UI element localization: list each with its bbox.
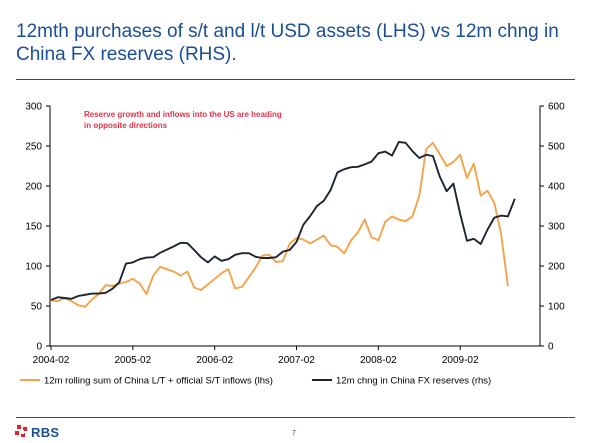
page-title: 12mth purchases of s/t and l/t USD asset… [16,21,559,65]
legend-label-fx-reserves: 12m chng in China FX reserves (rhs) [336,376,491,387]
y-right-tick-label: 600 [548,102,565,113]
series-line-inflows [50,141,509,308]
chart-axes: 0 50 100 150 200 250 300 0 100 200 300 400 500 600 200… [25,102,565,367]
page-number: 7 [292,430,296,437]
chart-series [50,141,516,308]
x-tick-label: 2005-02 [114,355,151,366]
y-right-tick-label: 500 [548,142,565,153]
y-left-tick-label: 50 [31,302,43,313]
y-left-tick-label: 150 [25,222,42,233]
annotation-line: Reserve growth and inflows into the US a… [84,110,282,119]
x-tick-label: 2004-02 [33,355,70,366]
x-tick-label: 2006-02 [196,355,233,366]
rbs-daisy-icon [15,425,27,437]
annotation-line: in opposite directions [84,121,168,130]
series-line-fx-reserves [50,141,516,301]
x-tick-label: 2008-02 [360,355,397,366]
y-left-tick-label: 300 [25,102,42,113]
brand-name: RBS [31,424,60,440]
y-left-tick-label: 0 [36,342,42,353]
y-left-tick-label: 250 [25,142,42,153]
y-right-tick-label: 300 [548,222,565,233]
x-tick-label: 2007-02 [278,355,315,366]
line-chart: 0 50 100 150 200 250 300 0 100 200 300 400 500 600 200… [20,102,565,387]
y-right-tick-label: 100 [548,302,565,313]
y-left-tick-label: 100 [25,262,42,273]
footer-divider [16,417,575,418]
x-tick-label: 2009-02 [442,355,479,366]
chart-legend: 12m rolling sum of China L/T + official … [20,376,491,387]
legend-label-inflows: 12m rolling sum of China L/T + official … [44,376,273,387]
rbs-logo: RBS [15,424,59,440]
y-right-tick-label: 0 [548,342,554,353]
chart-annotation: Reserve growth and inflows into the US a… [84,110,282,130]
y-left-tick-label: 200 [25,182,42,193]
title-divider [16,79,575,80]
y-right-tick-label: 400 [548,182,565,193]
y-right-tick-label: 200 [548,262,565,273]
